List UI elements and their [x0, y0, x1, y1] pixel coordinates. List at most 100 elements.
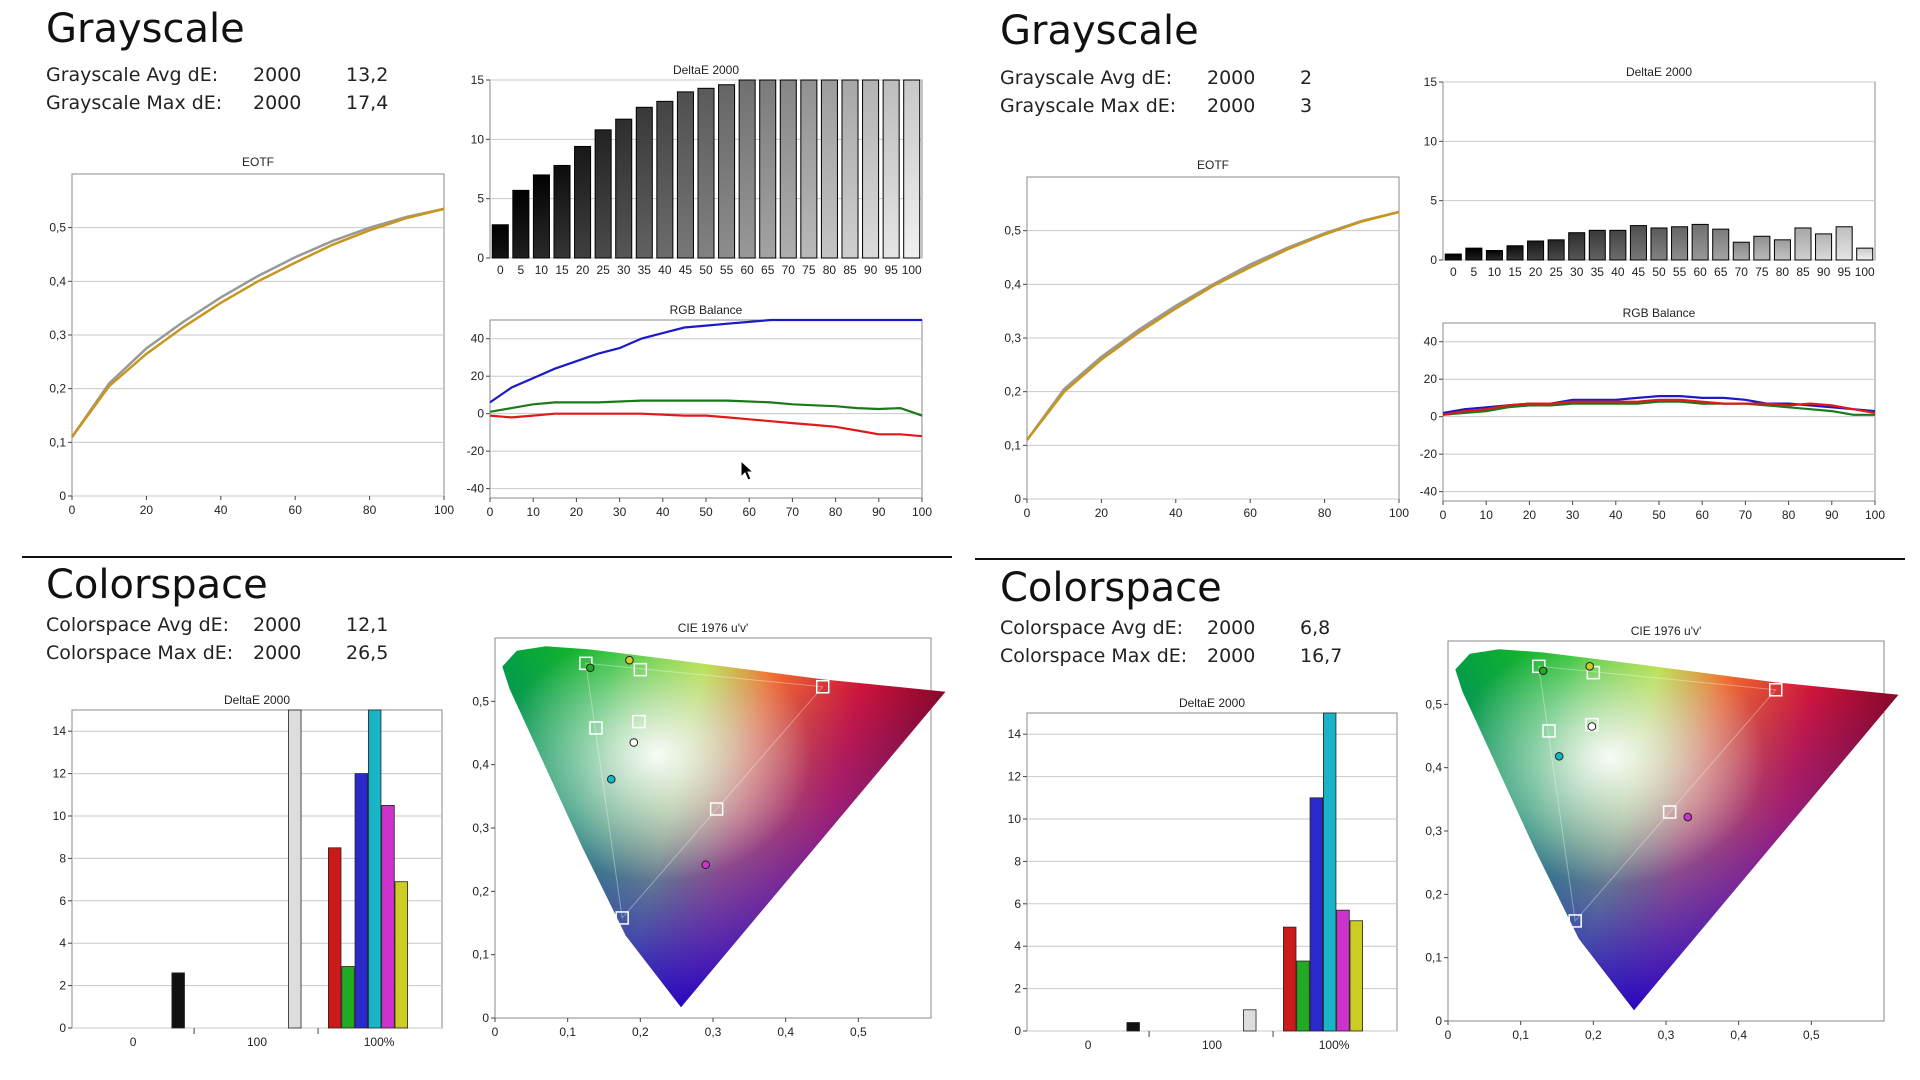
- metric-standard: 2000: [1207, 617, 1256, 639]
- colorspace-bar: [367, 709, 382, 1029]
- grayscale-bar: [1527, 240, 1545, 261]
- x-tick-label: 20: [1095, 506, 1109, 520]
- x-tick-label: 20: [140, 503, 154, 517]
- grayscale-bar: [532, 174, 550, 259]
- x-tick-label: 75: [1755, 265, 1769, 279]
- metric-label: Colorspace Avg dE:: [1000, 617, 1184, 639]
- grayscale-bar: [1465, 247, 1483, 261]
- series-line: [70, 207, 445, 438]
- metric-row: Grayscale Max dE: 2000 17,4: [46, 92, 426, 120]
- y-tick-label: 20: [471, 369, 485, 383]
- x-tick-label: 5: [518, 263, 525, 277]
- measured-point: [1683, 812, 1693, 822]
- y-tick-label: 0,1: [1425, 951, 1442, 965]
- rgb-balance-chart: RGB Balance -40 -20 0 20 40 0 10 20 30 40 50 60 70 80 9…: [467, 303, 933, 519]
- chart-title: DeltaE 2000: [1626, 65, 1692, 79]
- metric-row: Grayscale Avg dE: 2000 13,2: [46, 64, 426, 92]
- grayscale-bar: [779, 79, 797, 259]
- metric-standard: 2000: [1207, 95, 1256, 117]
- x-tick-label: 60: [743, 505, 757, 519]
- series-line: [489, 412, 923, 438]
- x-tick-label: 10: [1488, 265, 1502, 279]
- x-tick-label: 0,1: [559, 1025, 576, 1039]
- x-tick-label: 45: [1632, 265, 1646, 279]
- grayscale-bar: [882, 79, 900, 259]
- grayscale-bar: [1835, 226, 1853, 261]
- metric-value: 26,5: [346, 642, 389, 664]
- x-tick-label: 50: [699, 263, 713, 277]
- metric-label: Colorspace Max dE:: [1000, 645, 1188, 667]
- x-tick-label: 80: [1782, 508, 1796, 522]
- colorspace-deltae-chart: DeltaE 2000 0 2 4 6 8 10 12 14 0 100 100%: [1008, 696, 1398, 1052]
- x-tick-label: 40: [1169, 506, 1183, 520]
- y-tick-label: 0,5: [49, 221, 66, 235]
- grayscale-bar: [676, 91, 694, 259]
- metric-label: Grayscale Max dE:: [46, 92, 223, 114]
- x-tick-label: 90: [872, 505, 886, 519]
- y-tick-label: 0,2: [472, 884, 489, 898]
- x-tick-label: 60: [289, 503, 303, 517]
- x-tick-label: 0,2: [1585, 1028, 1602, 1042]
- x-tick-label: 20: [1523, 508, 1537, 522]
- grayscale-bar: [1547, 239, 1565, 261]
- grayscale-bar: [1712, 228, 1730, 261]
- target-marker: [1532, 659, 1546, 674]
- x-tick-label: 100: [247, 1035, 267, 1049]
- metric-row: Colorspace Avg dE: 2000 12,1: [46, 614, 426, 642]
- eotf-chart: EOTF 0 0,1 0,2 0,3 0,4 0,5 0 20 40 60 80 100: [1004, 158, 1409, 520]
- metric-standard: 2000: [253, 64, 302, 86]
- x-tick-label: 35: [638, 263, 652, 277]
- y-tick-label: 0: [1014, 1024, 1021, 1038]
- x-tick-label: 60: [1244, 506, 1258, 520]
- chart-title: CIE 1976 u'v': [1631, 624, 1702, 638]
- section-divider: [975, 558, 1905, 560]
- x-tick-label: 20: [570, 505, 584, 519]
- x-tick-label: 85: [1796, 265, 1810, 279]
- metric-value: 17,4: [346, 92, 389, 114]
- target-marker: [709, 802, 724, 816]
- y-tick-label: 20: [1424, 372, 1438, 386]
- target-marker: [1768, 683, 1783, 697]
- colorspace-bar: [1349, 920, 1363, 1032]
- y-tick-label: 0,5: [1425, 697, 1442, 711]
- plot-area: [489, 319, 923, 499]
- grayscale-bar: [862, 79, 880, 259]
- y-tick-label: 0,1: [49, 435, 66, 449]
- grayscale-heading: Grayscale: [1000, 8, 1199, 54]
- target-marker: [589, 721, 603, 735]
- x-tick-label: 100: [434, 503, 454, 517]
- metric-row: Colorspace Avg dE: 2000 6,8: [1000, 617, 1380, 645]
- x-tick-label: 40: [1611, 265, 1625, 279]
- grayscale-bar: [1691, 223, 1709, 261]
- y-tick-label: 40: [1424, 335, 1438, 349]
- grayscale-bar: [800, 79, 818, 259]
- x-tick-label: 55: [1673, 265, 1687, 279]
- colorspace-bar: [328, 847, 342, 1029]
- x-tick-label: 25: [1549, 265, 1563, 279]
- grayscale-bar: [1444, 253, 1462, 261]
- x-tick-label: 0: [69, 503, 76, 517]
- y-tick-label: 15: [471, 73, 485, 87]
- y-tick-label: 12: [1008, 770, 1022, 784]
- cie-1976-chart: CIE 1976 u'v' 0 0,1 0,2 0,3 0,4 0,5 0 0,1 0,2 0,3 0…: [1425, 624, 1899, 1042]
- x-tick-label: 50: [1652, 508, 1666, 522]
- metric-row: Colorspace Max dE: 2000 16,7: [1000, 645, 1380, 673]
- x-tick-label: 60: [1696, 508, 1710, 522]
- chart-title: DeltaE 2000: [673, 63, 739, 77]
- measured-point: [1587, 722, 1597, 731]
- x-tick-label: 0,4: [1730, 1028, 1747, 1042]
- colorspace-deltae-chart: DeltaE 2000 0 2 4 6 8 10 12 14 0 100 100%: [53, 693, 443, 1049]
- x-tick-label: 90: [1825, 508, 1839, 522]
- colorspace-heading: Colorspace: [46, 562, 268, 608]
- x-tick-label: 10: [1480, 508, 1494, 522]
- chart-title: DeltaE 2000: [224, 693, 290, 707]
- series-line: [1442, 400, 1875, 416]
- y-tick-label: 0,1: [1004, 438, 1021, 452]
- grayscale-bar: [903, 79, 921, 259]
- measured-point: [585, 663, 595, 673]
- measured-point: [1554, 751, 1564, 761]
- x-tick-label: 15: [555, 263, 569, 277]
- x-tick-label: 60: [1693, 265, 1707, 279]
- grayscale-bar: [1650, 227, 1668, 261]
